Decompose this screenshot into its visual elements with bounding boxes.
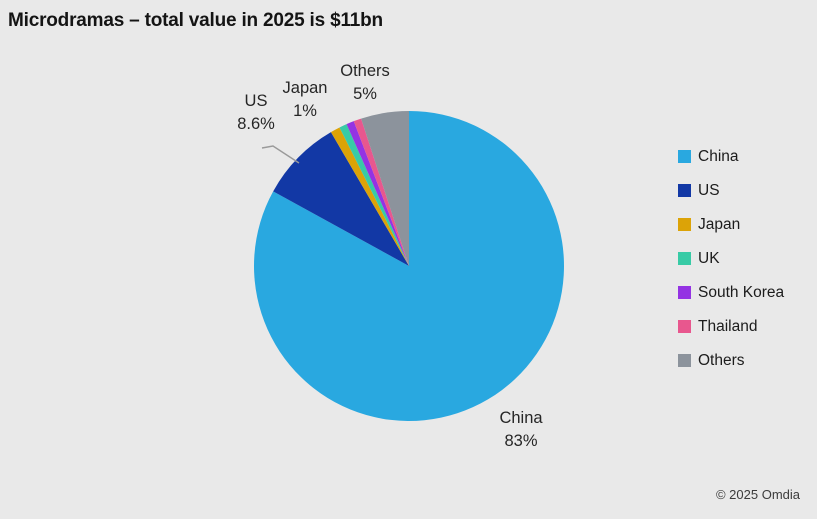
legend-item-thailand: Thailand bbox=[678, 316, 784, 337]
callout-others: Others 5% bbox=[328, 60, 402, 106]
callout-japan: Japan 1% bbox=[266, 77, 344, 123]
copyright-notice: © 2025 Omdia bbox=[715, 487, 800, 502]
legend-label-south-korea: South Korea bbox=[698, 283, 785, 301]
chart-title: Microdramas – total value in 2025 is $11… bbox=[8, 10, 383, 31]
us-callout-leader-line bbox=[261, 145, 300, 164]
pie-slice-china bbox=[253, 111, 564, 421]
callout-us-value: 8.6% bbox=[237, 115, 275, 133]
callout-others-label: Others bbox=[340, 62, 390, 80]
legend-label-others: Others bbox=[698, 351, 745, 369]
legend-swatch-others bbox=[678, 354, 691, 367]
callout-china-value: 83% bbox=[504, 432, 538, 450]
callout-china: China 83% bbox=[479, 407, 563, 453]
legend-item-china: China bbox=[678, 146, 784, 167]
legend-swatch-south-korea bbox=[678, 286, 691, 299]
callout-us-label: US bbox=[244, 92, 268, 110]
legend-label-thailand: Thailand bbox=[698, 317, 758, 335]
legend-item-japan: Japan bbox=[678, 214, 784, 235]
pie-slice-us bbox=[273, 132, 409, 266]
callout-japan-value: 1% bbox=[293, 102, 317, 120]
pie-slice-japan bbox=[330, 127, 409, 266]
legend: China US Japan UK South Korea Thailand O… bbox=[678, 146, 784, 384]
pie-slices bbox=[253, 111, 564, 421]
legend-label-us: US bbox=[698, 181, 720, 199]
callout-others-value: 5% bbox=[353, 85, 377, 103]
pie-slice-south-korea bbox=[346, 121, 409, 267]
legend-item-south-korea: South Korea bbox=[678, 282, 784, 303]
legend-label-china: China bbox=[698, 147, 739, 165]
legend-swatch-us bbox=[678, 184, 691, 197]
pie-slice-others bbox=[361, 111, 409, 266]
legend-swatch-china bbox=[678, 150, 691, 163]
callout-china-label: China bbox=[499, 409, 543, 427]
legend-label-japan: Japan bbox=[698, 215, 741, 233]
callout-japan-label: Japan bbox=[282, 79, 328, 97]
pie-slice-thailand bbox=[353, 118, 409, 266]
legend-label-uk: UK bbox=[698, 249, 720, 267]
legend-item-uk: UK bbox=[678, 248, 784, 269]
legend-item-us: US bbox=[678, 180, 784, 201]
legend-swatch-uk bbox=[678, 252, 691, 265]
legend-item-others: Others bbox=[678, 350, 784, 371]
legend-swatch-thailand bbox=[678, 320, 691, 333]
pie-slice-uk bbox=[339, 124, 409, 266]
legend-swatch-japan bbox=[678, 218, 691, 231]
callout-us: US 8.6% bbox=[216, 90, 296, 136]
